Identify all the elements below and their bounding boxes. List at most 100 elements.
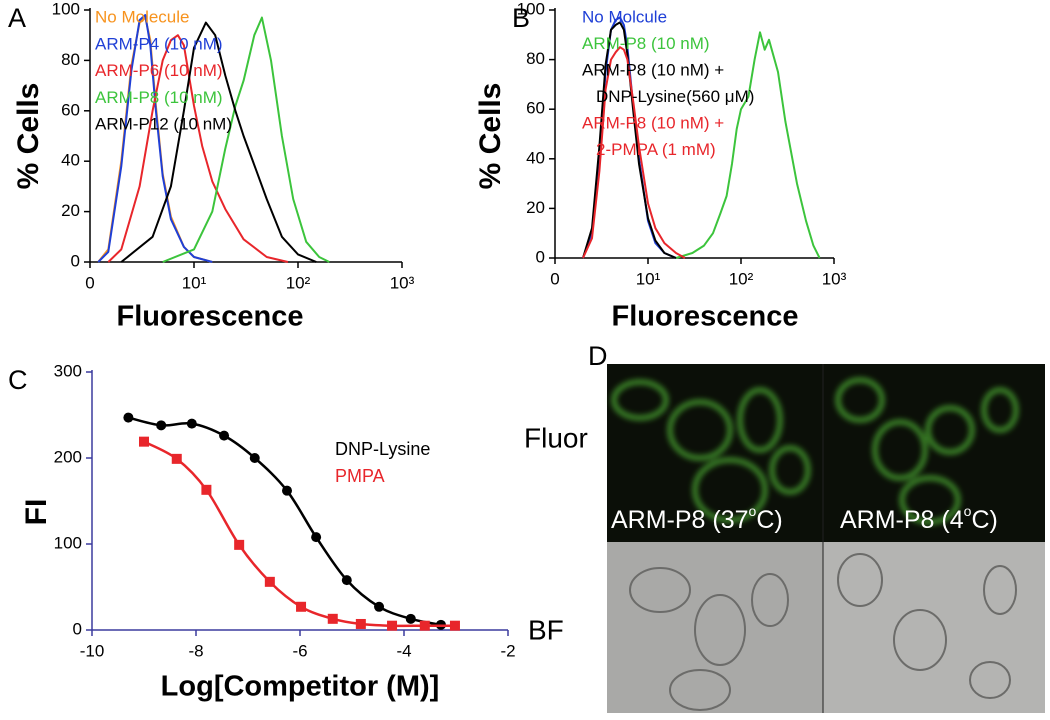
histogram-line (120, 21, 317, 263)
x-axis-label: Fluorescence (612, 301, 799, 333)
legend-entry: ARM-P8 (10 nM) + (582, 60, 724, 79)
legend-entry: 2-PMPA (1 mM) (596, 140, 716, 159)
legend-entry: ARM-P12 (10 nM) (95, 115, 232, 134)
histogram-line (97, 14, 213, 263)
histogram-line (107, 34, 289, 263)
x-tick-label: -10 (80, 641, 105, 660)
legend-entry: ARM-P8 (10 nM) (95, 88, 223, 107)
row-label: Fluor (524, 422, 588, 453)
legend-entry: No Molcule (582, 7, 667, 26)
marker (311, 532, 322, 543)
marker (156, 420, 167, 431)
x-tick-label: 0 (85, 273, 94, 292)
y-tick-label: 80 (526, 49, 545, 68)
marker (219, 430, 230, 441)
caption-part: C) (756, 506, 782, 534)
caption-sup: o (964, 503, 972, 519)
legend-entry: PMPA (335, 466, 385, 486)
legend-entry: DNP-Lysine(560 μM) (596, 87, 754, 106)
x-axis-label: Log[Competitor (M)] (161, 671, 440, 703)
row-label: BF (528, 614, 564, 645)
legend-entry: ARM-P8 (10 nM) (582, 34, 710, 53)
y-tick-label: 0 (71, 251, 80, 270)
legend-entry: No Molecule (95, 7, 190, 26)
x-tick-label: 10³ (390, 273, 415, 292)
cells-bf (629, 553, 1017, 711)
y-tick-label: 80 (61, 50, 80, 69)
y-tick-label: 20 (61, 201, 80, 220)
histogram-line (162, 16, 330, 263)
chart-panel: 0 20 40 60 80 100 0 10¹ 10² 10³ A Fluorescence % Cel… (8, 0, 415, 333)
caption-part: ARM-P8 (4 (840, 506, 964, 534)
marker (249, 453, 260, 463)
y-tick-label: 100 (52, 0, 80, 18)
x-tick-label: 10² (729, 269, 754, 288)
histogram-line (675, 31, 821, 259)
y-tick-label: 300 (54, 361, 82, 380)
x-tick-label: -4 (396, 641, 411, 660)
marker (341, 575, 352, 586)
legend-entry: ARM-P8 (10 nM) + (582, 113, 724, 132)
x-tick-label: 10² (286, 273, 311, 292)
chart-panel: 0 20 40 60 80 100 0 10¹ 10² 10³ B Fluorescence % Cel… (474, 0, 847, 333)
y-tick-label: 20 (526, 198, 545, 217)
marker (282, 485, 292, 496)
legend-entry: DNP-Lysine (335, 439, 430, 459)
bf-image (823, 542, 1045, 713)
y-axis-label: % Cells (12, 83, 45, 190)
y-tick-label: 200 (54, 447, 82, 466)
x-tick-label: 0 (550, 269, 559, 288)
panel-label: C (8, 365, 28, 395)
y-tick-label: 60 (61, 100, 80, 119)
x-tick-label: -2 (500, 641, 515, 660)
legend-entry: ARM-P6 (10 nM) (95, 61, 223, 80)
caption-sup: o (749, 503, 757, 519)
marker (139, 436, 149, 447)
bf-image (607, 542, 823, 713)
marker (355, 618, 366, 629)
y-tick-label: 60 (526, 99, 545, 118)
histogram-line (582, 16, 677, 259)
y-axis-label: % Cells (474, 83, 507, 190)
panel-label: A (8, 3, 26, 33)
panel-label: D (588, 341, 608, 371)
y-tick-label: 40 (526, 148, 545, 167)
marker (296, 601, 307, 612)
x-tick-label: -8 (188, 641, 203, 660)
fit-curve (143, 440, 455, 628)
marker (405, 613, 416, 624)
marker (327, 613, 338, 624)
y-tick-label: 0 (73, 619, 82, 638)
image-caption: ARM-P8 (4oC) (840, 503, 998, 534)
histogram-line (582, 21, 677, 259)
histogram-line (97, 16, 213, 263)
y-tick-label: 100 (54, 533, 82, 552)
x-tick-label: -6 (292, 641, 307, 660)
marker (123, 412, 134, 423)
chart-panel: 0 100 200 300 -10 -8 -6 -4 -2 C Log[Competitor (M)… (8, 361, 516, 702)
x-tick-label: 10¹ (636, 269, 661, 288)
marker (234, 539, 245, 550)
y-tick-label: 100 (517, 0, 545, 18)
x-tick-label: 10¹ (182, 273, 207, 292)
cells-fluor (611, 377, 1019, 525)
marker (264, 576, 275, 587)
image-caption: ARM-P8 (37oC) (611, 503, 783, 534)
caption-part: C) (971, 506, 997, 534)
image-panel: D Fluor BF ARM-P8 (37oC) ARM-P8 (4oC) (524, 341, 1045, 713)
histogram-line (582, 46, 686, 259)
marker (201, 484, 212, 495)
marker (186, 418, 197, 429)
marker (374, 601, 385, 612)
caption-part: ARM-P8 (37 (611, 506, 749, 534)
marker (387, 620, 398, 631)
y-tick-label: 0 (536, 247, 545, 266)
legend-entry: ARM-P4 (10 nM) (95, 34, 223, 53)
y-axis-label: FI (20, 499, 53, 526)
marker (171, 453, 182, 464)
x-tick-label: 10³ (822, 269, 847, 288)
y-tick-label: 40 (61, 151, 80, 170)
panel-label: B (512, 3, 530, 33)
marker (419, 620, 430, 631)
